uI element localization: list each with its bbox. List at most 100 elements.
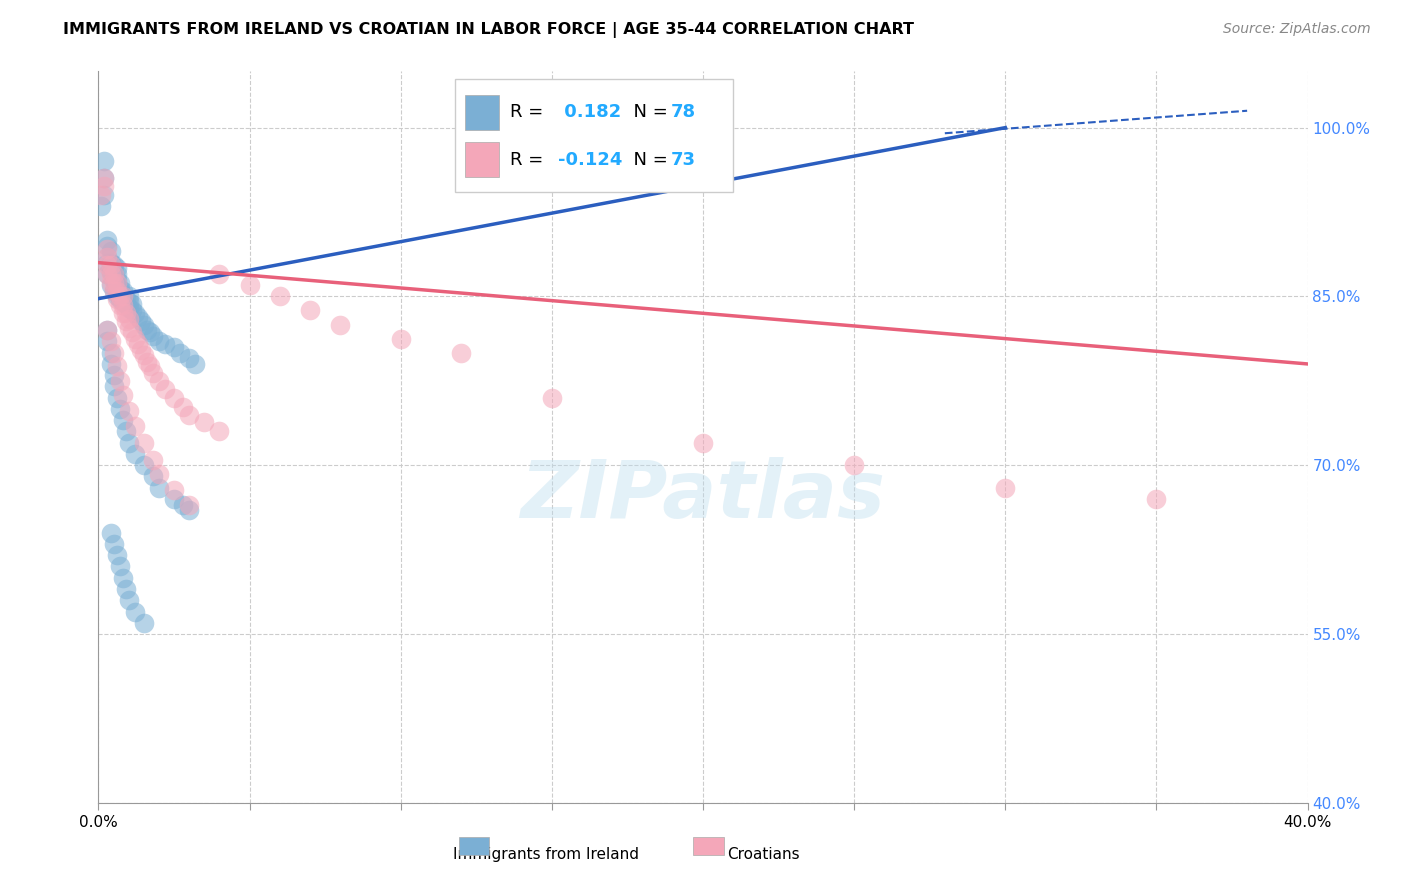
Point — [93, 188, 115, 202]
Point — [163, 491, 186, 506]
Point — [100, 258, 122, 272]
Point — [114, 582, 136, 596]
Point — [108, 401, 131, 416]
Point — [105, 278, 128, 293]
Point — [108, 292, 131, 306]
Text: 0.182: 0.182 — [558, 103, 621, 121]
Point — [118, 301, 141, 315]
Point — [93, 171, 115, 186]
Point — [121, 297, 143, 311]
Point — [111, 284, 134, 298]
Point — [132, 458, 155, 473]
Point — [118, 312, 141, 326]
Point — [108, 374, 131, 388]
Point — [692, 435, 714, 450]
Point — [111, 295, 134, 310]
Point — [111, 289, 134, 303]
Point — [163, 391, 186, 405]
Point — [148, 467, 170, 482]
Point — [118, 321, 141, 335]
Text: R =: R = — [509, 103, 548, 121]
Text: N =: N = — [621, 151, 673, 169]
Point — [111, 413, 134, 427]
Point — [142, 366, 165, 380]
Point — [118, 593, 141, 607]
Point — [100, 265, 122, 279]
Point — [135, 323, 157, 337]
Point — [96, 323, 118, 337]
Point — [105, 359, 128, 374]
Point — [163, 340, 186, 354]
Point — [142, 469, 165, 483]
Point — [179, 408, 201, 422]
Point — [172, 400, 194, 414]
Point — [96, 255, 118, 269]
FancyBboxPatch shape — [465, 95, 499, 130]
Point — [111, 289, 134, 303]
Point — [96, 250, 118, 264]
Point — [96, 267, 118, 281]
Point — [132, 318, 155, 332]
FancyBboxPatch shape — [693, 838, 724, 855]
Point — [114, 306, 136, 320]
Point — [105, 548, 128, 562]
Point — [103, 258, 125, 272]
Point — [114, 425, 136, 439]
Point — [148, 374, 170, 388]
Point — [127, 310, 149, 324]
Point — [96, 258, 118, 272]
Point — [103, 265, 125, 279]
Text: 73: 73 — [671, 151, 696, 169]
Point — [105, 267, 128, 281]
Point — [103, 368, 125, 383]
Point — [105, 276, 128, 290]
Point — [148, 481, 170, 495]
Point — [105, 261, 128, 276]
Point — [139, 359, 162, 374]
Point — [103, 345, 125, 359]
Point — [100, 278, 122, 293]
Point — [105, 272, 128, 286]
Point — [132, 348, 155, 362]
Point — [540, 391, 562, 405]
Point — [193, 416, 215, 430]
Point — [108, 287, 131, 301]
Point — [105, 289, 128, 303]
Point — [129, 314, 152, 328]
Point — [124, 605, 146, 619]
FancyBboxPatch shape — [465, 143, 499, 178]
Text: Immigrants from Ireland: Immigrants from Ireland — [453, 847, 638, 862]
Point — [118, 404, 141, 418]
Point — [135, 354, 157, 368]
Point — [132, 435, 155, 450]
Point — [100, 255, 122, 269]
Point — [299, 302, 322, 317]
Text: -0.124: -0.124 — [558, 151, 623, 169]
Point — [96, 267, 118, 281]
Point — [114, 292, 136, 306]
Point — [111, 298, 134, 312]
Point — [172, 498, 194, 512]
Point — [103, 284, 125, 298]
Point — [96, 250, 118, 264]
Point — [114, 297, 136, 311]
Point — [100, 357, 122, 371]
Point — [108, 298, 131, 312]
Point — [108, 289, 131, 303]
Point — [105, 284, 128, 298]
Text: ZIPatlas: ZIPatlas — [520, 457, 886, 534]
Point — [132, 615, 155, 630]
Point — [121, 326, 143, 340]
Point — [108, 276, 131, 290]
Point — [100, 334, 122, 349]
Point — [90, 188, 112, 202]
Point — [111, 388, 134, 402]
Point — [389, 332, 412, 346]
Point — [111, 306, 134, 320]
Point — [103, 379, 125, 393]
Point — [118, 295, 141, 310]
Point — [142, 328, 165, 343]
Text: Source: ZipAtlas.com: Source: ZipAtlas.com — [1223, 22, 1371, 37]
Point — [96, 242, 118, 256]
Point — [148, 334, 170, 349]
